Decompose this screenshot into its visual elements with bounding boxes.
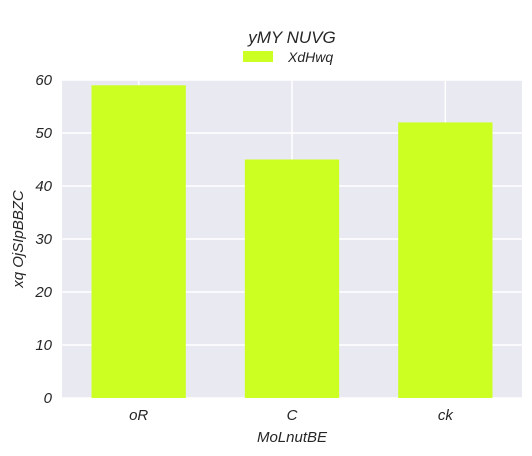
- x-tick-label-1: C: [287, 407, 298, 424]
- y-tick-label-6: 60: [35, 72, 52, 89]
- bar-ck: [398, 122, 493, 399]
- y-axis-ticks: 0 10 20 30 40 50 60: [34, 72, 52, 407]
- y-tick-label-4: 40: [35, 178, 52, 195]
- y-tick-label-0: 0: [44, 390, 53, 407]
- x-axis-label: MoLnutBE: [257, 429, 328, 446]
- legend-swatch: [243, 51, 273, 62]
- bar-oR: [91, 85, 186, 399]
- bar-C: [244, 159, 340, 398]
- y-tick-label-2: 20: [34, 284, 52, 301]
- y-tick-label-1: 10: [35, 337, 52, 354]
- chart-title: yMY NUVG: [247, 28, 336, 47]
- legend: XdHwq: [243, 49, 333, 65]
- y-tick-label-5: 50: [35, 125, 52, 142]
- legend-label: XdHwq: [287, 49, 333, 65]
- y-tick-label-3: 30: [35, 231, 52, 248]
- x-tick-label-0: oR: [129, 407, 148, 424]
- bars: [91, 85, 493, 399]
- y-axis-label: xq OjSIpBBZC: [10, 190, 27, 289]
- x-tick-label-2: ck: [438, 407, 455, 424]
